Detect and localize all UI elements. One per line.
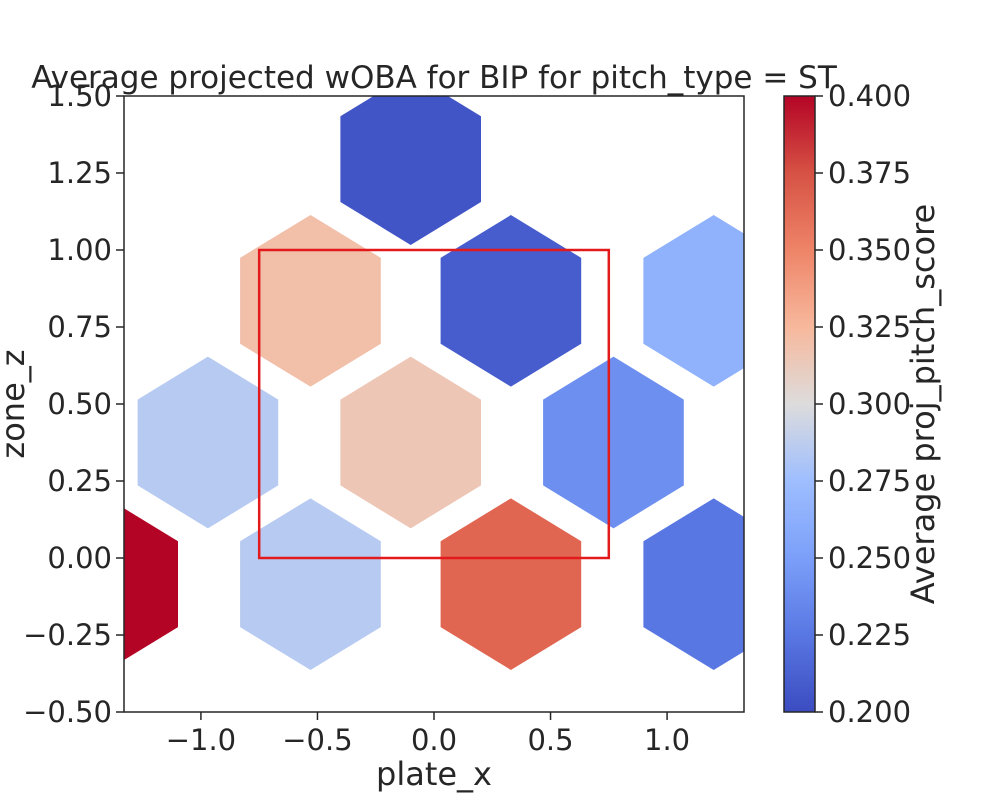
hex-cell-5 bbox=[340, 356, 482, 529]
hex-layer bbox=[124, 96, 744, 670]
hex-cell-8 bbox=[440, 215, 582, 387]
hex-cell-2 bbox=[440, 498, 582, 670]
x-tick-label: −1.0 bbox=[166, 723, 236, 757]
colorbar-tick-label: 0.275 bbox=[828, 464, 911, 498]
x-axis-label: plate_x bbox=[376, 755, 492, 793]
y-tick-label: 1.50 bbox=[47, 79, 112, 113]
y-tick-label: 0.75 bbox=[47, 310, 112, 344]
y-tick-label: 0.50 bbox=[47, 387, 112, 421]
y-axis-ticks: −0.50 −0.25 0.00 0.25 0.50 0.75 1.00 1.25 1.50 bbox=[23, 79, 124, 729]
y-tick-label: 1.00 bbox=[47, 233, 112, 267]
colorbar-tick-label: 0.200 bbox=[828, 695, 911, 729]
hex-cell-7 bbox=[240, 215, 381, 387]
hex-cell-3 bbox=[643, 498, 744, 670]
x-tick-label: 1.0 bbox=[644, 723, 690, 757]
hex-cell-0 bbox=[124, 508, 179, 661]
colorbar-ticks: 0.200 0.225 0.250 0.275 0.300 0.325 0.350 0.375… bbox=[815, 79, 911, 729]
y-tick-label: −0.25 bbox=[23, 618, 112, 652]
colorbar-tick-label: 0.300 bbox=[828, 387, 911, 421]
colorbar bbox=[783, 95, 816, 713]
hex-cell-9 bbox=[643, 215, 744, 387]
x-axis-ticks: −1.0 −0.5 0.0 0.5 1.0 bbox=[166, 712, 690, 757]
y-tick-label: −0.50 bbox=[23, 695, 112, 729]
x-tick-label: 0.0 bbox=[411, 723, 457, 757]
y-tick-label: 1.25 bbox=[47, 156, 112, 190]
hex-cell-10 bbox=[340, 96, 482, 245]
colorbar-tick-label: 0.375 bbox=[828, 156, 911, 190]
x-tick-label: −0.5 bbox=[282, 723, 352, 757]
colorbar-label: Average proj_pitch_score bbox=[904, 204, 942, 604]
colorbar-tick-label: 0.400 bbox=[828, 79, 911, 113]
y-tick-label: 0.00 bbox=[47, 541, 112, 575]
strike-zone-box bbox=[257, 248, 611, 560]
colorbar-tick-label: 0.250 bbox=[828, 541, 911, 575]
colorbar-tick-label: 0.325 bbox=[828, 310, 911, 344]
y-tick-label: 0.25 bbox=[47, 464, 112, 498]
colorbar-tick-label: 0.225 bbox=[828, 618, 911, 652]
colorbar-tick-label: 0.350 bbox=[828, 233, 911, 267]
hex-cell-6 bbox=[543, 356, 684, 529]
y-axis-label: zone_z bbox=[0, 349, 32, 458]
hex-cell-1 bbox=[240, 498, 381, 670]
x-tick-label: 0.5 bbox=[527, 723, 573, 757]
chart-title: Average projected wOBA for BIP for pitch… bbox=[31, 60, 838, 96]
hex-cell-4 bbox=[137, 356, 279, 529]
